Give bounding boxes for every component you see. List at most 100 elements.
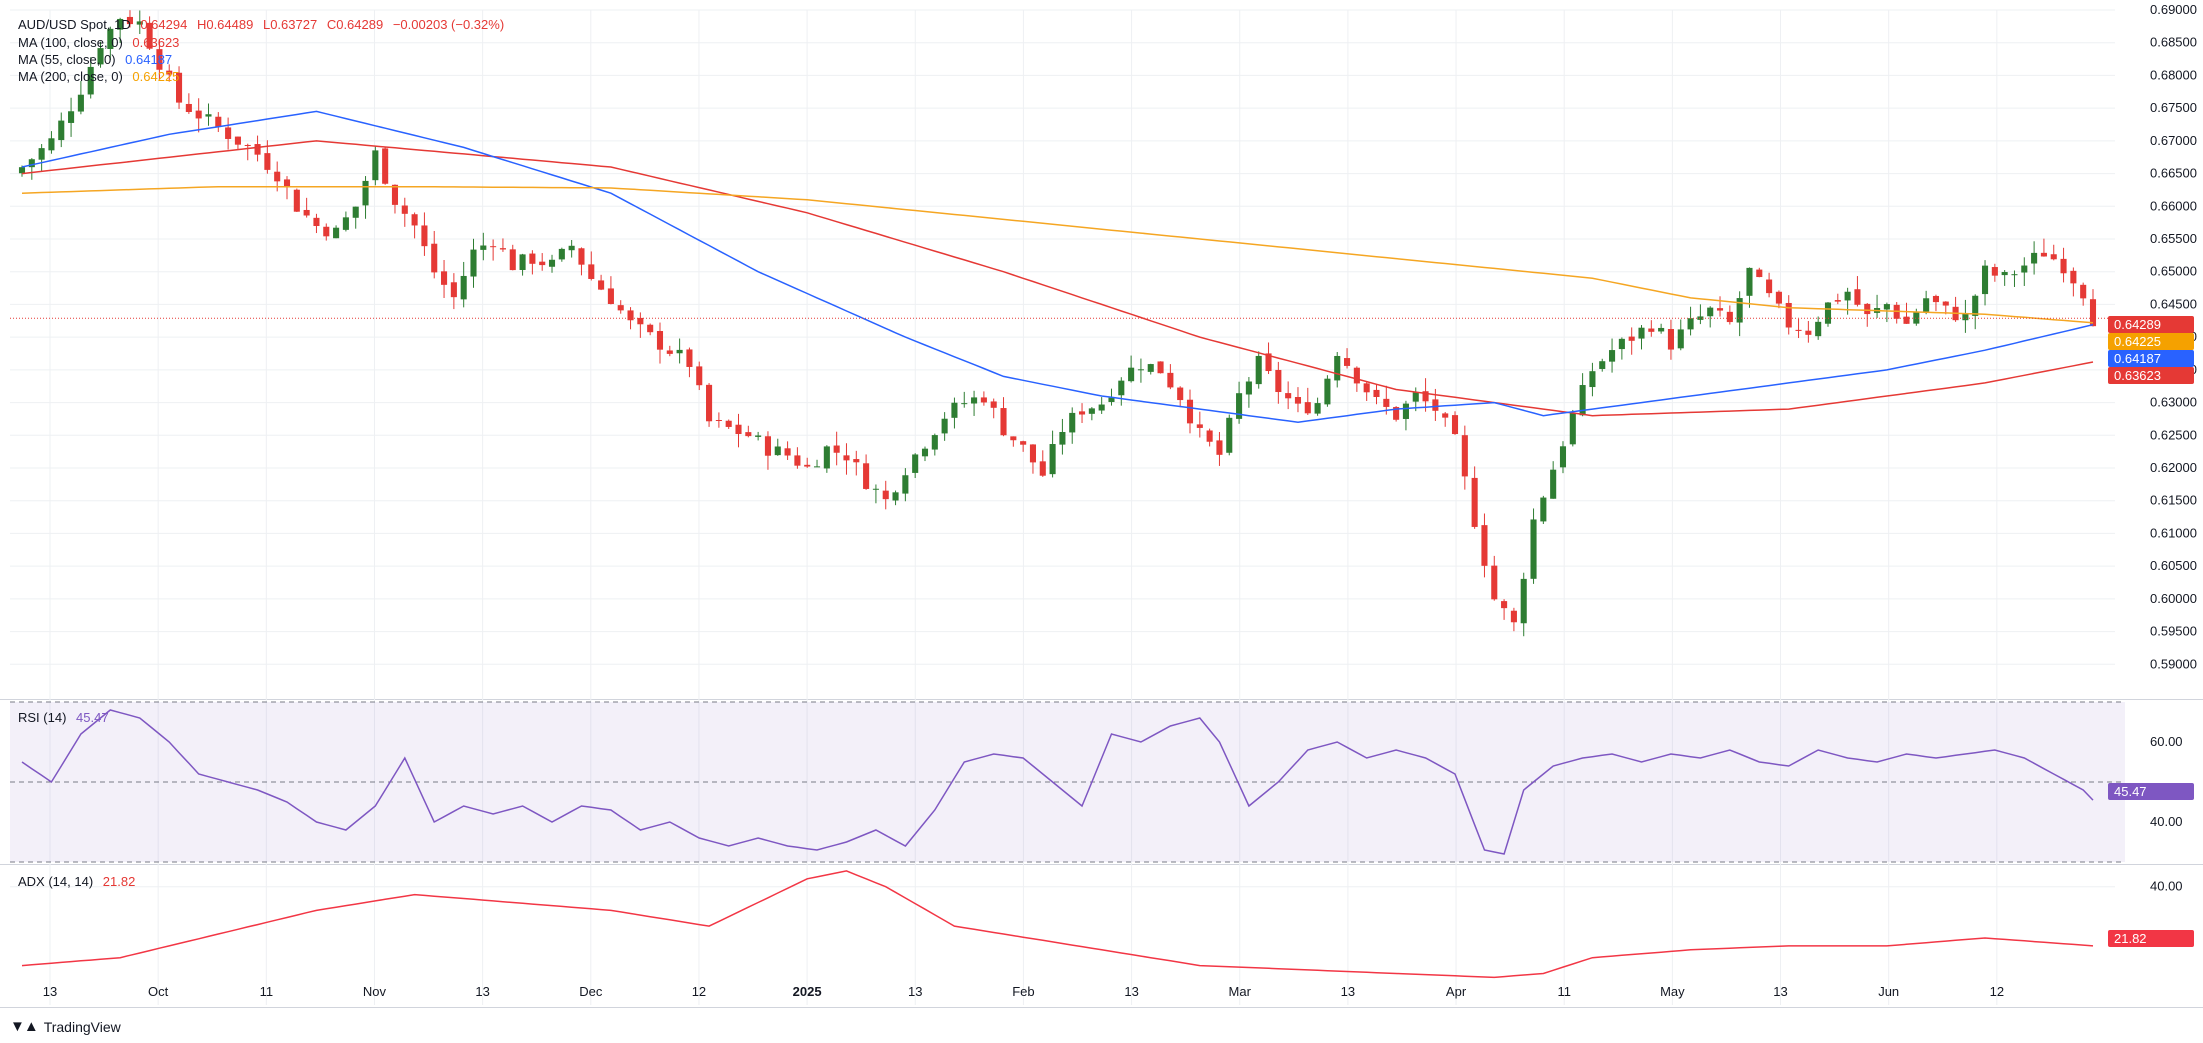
ma200-label: MA (200, close, 0) [18,69,123,84]
price-tag-ma100-label: 0.63623 [2114,368,2161,383]
candle-body [902,475,909,494]
candle-body [706,384,713,422]
candle-body [568,245,575,251]
candle-body [931,435,938,450]
price-tag-rsi: 45.47 [2108,783,2194,800]
candle-body [77,94,84,112]
candle-body [1167,372,1174,388]
candle-body [1383,398,1390,407]
candle-body [1422,391,1429,402]
candle-body [1913,312,1920,324]
candle-body [205,114,212,117]
x-tick-label: 11 [1557,984,1571,999]
candle-body [607,288,614,304]
candle-body [1402,403,1409,419]
candle-body [1098,404,1105,411]
price-tag-last-label: 0.64289 [2114,317,2161,332]
candle-body [1461,435,1468,477]
legend-ma100-row[interactable]: MA (100, close, 0) 0.63623 [18,34,185,51]
legend-symbol-row: AUD/USD Spot, 1D 0.64294 H0.64489 L0.637… [18,16,510,33]
candle-body [1638,327,1645,339]
y-tick-label: 0.63000 [2150,395,2197,410]
legend-ma200-row[interactable]: MA (200, close, 0) 0.64225 [18,68,185,85]
candle-body [1373,389,1380,398]
ma100-value: 0.63623 [132,35,180,50]
candle-body [784,448,791,456]
candle-body [1736,298,1743,323]
candle-body [971,397,978,404]
symbol-label[interactable]: AUD/USD Spot, 1D [18,17,131,32]
tradingview-logo[interactable]: ▼▲ TradingView [10,1018,121,1035]
candle-body [421,225,428,247]
candle-body [1864,303,1871,315]
y-tick-label: 0.59500 [2150,624,2197,639]
candle-body [1147,364,1154,372]
y-tick-label: 0.69000 [2150,2,2197,17]
candle-body [578,248,585,265]
candle-body [68,111,75,123]
legend-ma55-row[interactable]: MA (55, close, 0) 0.64187 [18,51,178,68]
candle-body [912,454,919,473]
candle-body [1628,336,1635,341]
tradingview-logo-text: TradingView [43,1018,121,1035]
candle-body [1108,397,1115,403]
candle-body [1265,353,1272,372]
candle-body [1667,329,1674,350]
candle-body [372,150,379,181]
candle-body [28,159,35,168]
candle-body [882,490,889,500]
candle-body [1618,338,1625,350]
price-tag-ma200-label: 0.64225 [2114,334,2161,349]
candle-body [1981,265,1989,295]
ma200-value: 0.64225 [132,69,180,84]
candle-body [647,324,654,333]
candle-body [1491,565,1498,600]
x-tick-label: Jun [1878,984,1899,999]
candle-body [1000,408,1007,436]
candle-body [1883,304,1890,310]
candle-body [107,28,114,49]
x-tick-label: 13 [43,984,57,999]
candle-body [391,184,399,205]
ma55-label: MA (55, close, 0) [18,52,116,67]
rsi-value: 45.47 [76,710,109,725]
legend-adx-row[interactable]: ADX (14, 14) 21.82 [18,873,141,890]
candle-body [1275,369,1282,393]
candle-body [1196,424,1203,428]
x-tick-label: Dec [579,984,603,999]
candle-body [185,103,192,113]
x-tick-label: 13 [1341,984,1355,999]
price-tag-ma100: 0.63623 [2108,367,2194,384]
candle-body [843,455,850,461]
candle-body [1432,399,1439,411]
candle-body [58,120,65,141]
candle-body [225,127,232,139]
candle-body [1069,412,1076,433]
candle-body [539,261,546,266]
x-tick-label: 13 [1124,984,1138,999]
candle-body [1363,383,1370,393]
candle-body [1236,393,1243,419]
candle-body [283,179,291,188]
candle-body [617,305,624,311]
price-tag-rsi-label: 45.47 [2114,784,2147,799]
candle-body [1599,361,1606,369]
candle-body [1353,367,1360,384]
candle-body [2011,274,2018,276]
legend-rsi-row[interactable]: RSI (14) 45.47 [18,709,115,726]
y-tick-label: 0.66000 [2150,198,2197,213]
x-tick-label: 13 [1773,984,1787,999]
candle-body [1991,267,1998,276]
candle-body [951,402,958,418]
change-value: −0.00203 (−0.32%) [392,17,505,32]
candle-body [588,264,595,279]
candle-body [156,49,163,70]
candle-body [1010,436,1017,441]
y-tick-label: 0.64500 [2150,296,2197,311]
candle-body [1520,578,1527,624]
candle-body [1756,269,1763,278]
candle-body [1834,300,1841,302]
candle-body [293,189,300,212]
x-tick-label: 13 [908,984,922,999]
